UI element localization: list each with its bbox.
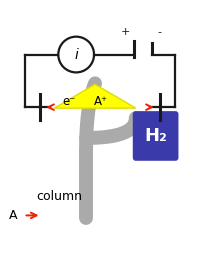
Text: i: i <box>74 48 78 62</box>
Text: e⁻: e⁻ <box>62 95 76 108</box>
Text: -: - <box>158 27 162 37</box>
FancyBboxPatch shape <box>133 111 178 161</box>
Text: column: column <box>36 190 82 203</box>
Text: H₂: H₂ <box>144 127 167 145</box>
Text: A: A <box>9 209 17 222</box>
Text: A⁺: A⁺ <box>94 95 108 108</box>
Text: +: + <box>121 27 131 37</box>
Polygon shape <box>54 84 136 108</box>
